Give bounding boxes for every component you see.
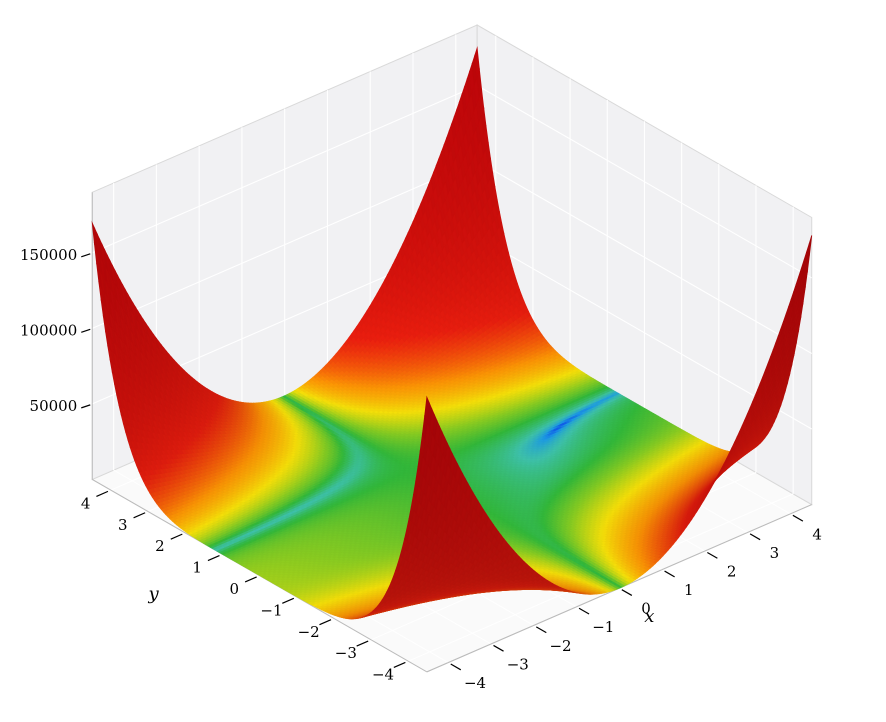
3d-surface-figure	[0, 0, 886, 722]
surface-plot-canvas	[0, 0, 886, 722]
